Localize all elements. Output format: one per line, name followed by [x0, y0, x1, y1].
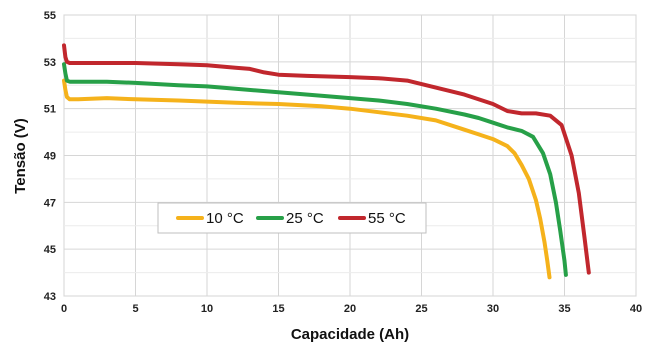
x-tick-label: 40: [630, 303, 642, 315]
y-tick-label: 49: [44, 151, 56, 163]
y-tick-label: 43: [44, 291, 56, 303]
x-tick-label: 30: [487, 303, 499, 315]
series-line-10c: [62, 78, 552, 280]
y-tick-label: 51: [44, 104, 56, 116]
legend-label: 55 °C: [368, 210, 406, 227]
x-tick-label: 10: [201, 303, 213, 315]
series-line-25c: [62, 62, 568, 277]
grid-lines: [63, 14, 637, 297]
x-tick-label: 15: [272, 303, 284, 315]
y-axis-label: Tensão (V): [12, 118, 29, 194]
series-lines: [62, 43, 591, 280]
legend-label: 25 °C: [286, 210, 324, 227]
legend: 10 °C 25 °C 55 °C: [157, 202, 427, 234]
x-tick-label: 25: [415, 303, 427, 315]
y-tick-label: 47: [44, 197, 56, 209]
x-axis-label: Capacidade (Ah): [291, 326, 409, 343]
x-tick-label: 0: [61, 303, 67, 315]
y-tick-label: 55: [44, 10, 56, 22]
x-tick-label: 35: [558, 303, 570, 315]
y-tick-label: 53: [44, 57, 56, 69]
tick-labels: 0 5 10 15 20 25 30 35 40 43 45 47 49 51 53 55: [44, 10, 642, 315]
y-tick-label: 45: [44, 244, 56, 256]
legend-label: 10 °C: [206, 210, 244, 227]
x-tick-label: 5: [132, 303, 138, 315]
series-line-55c: [62, 43, 591, 275]
x-tick-label: 20: [344, 303, 356, 315]
